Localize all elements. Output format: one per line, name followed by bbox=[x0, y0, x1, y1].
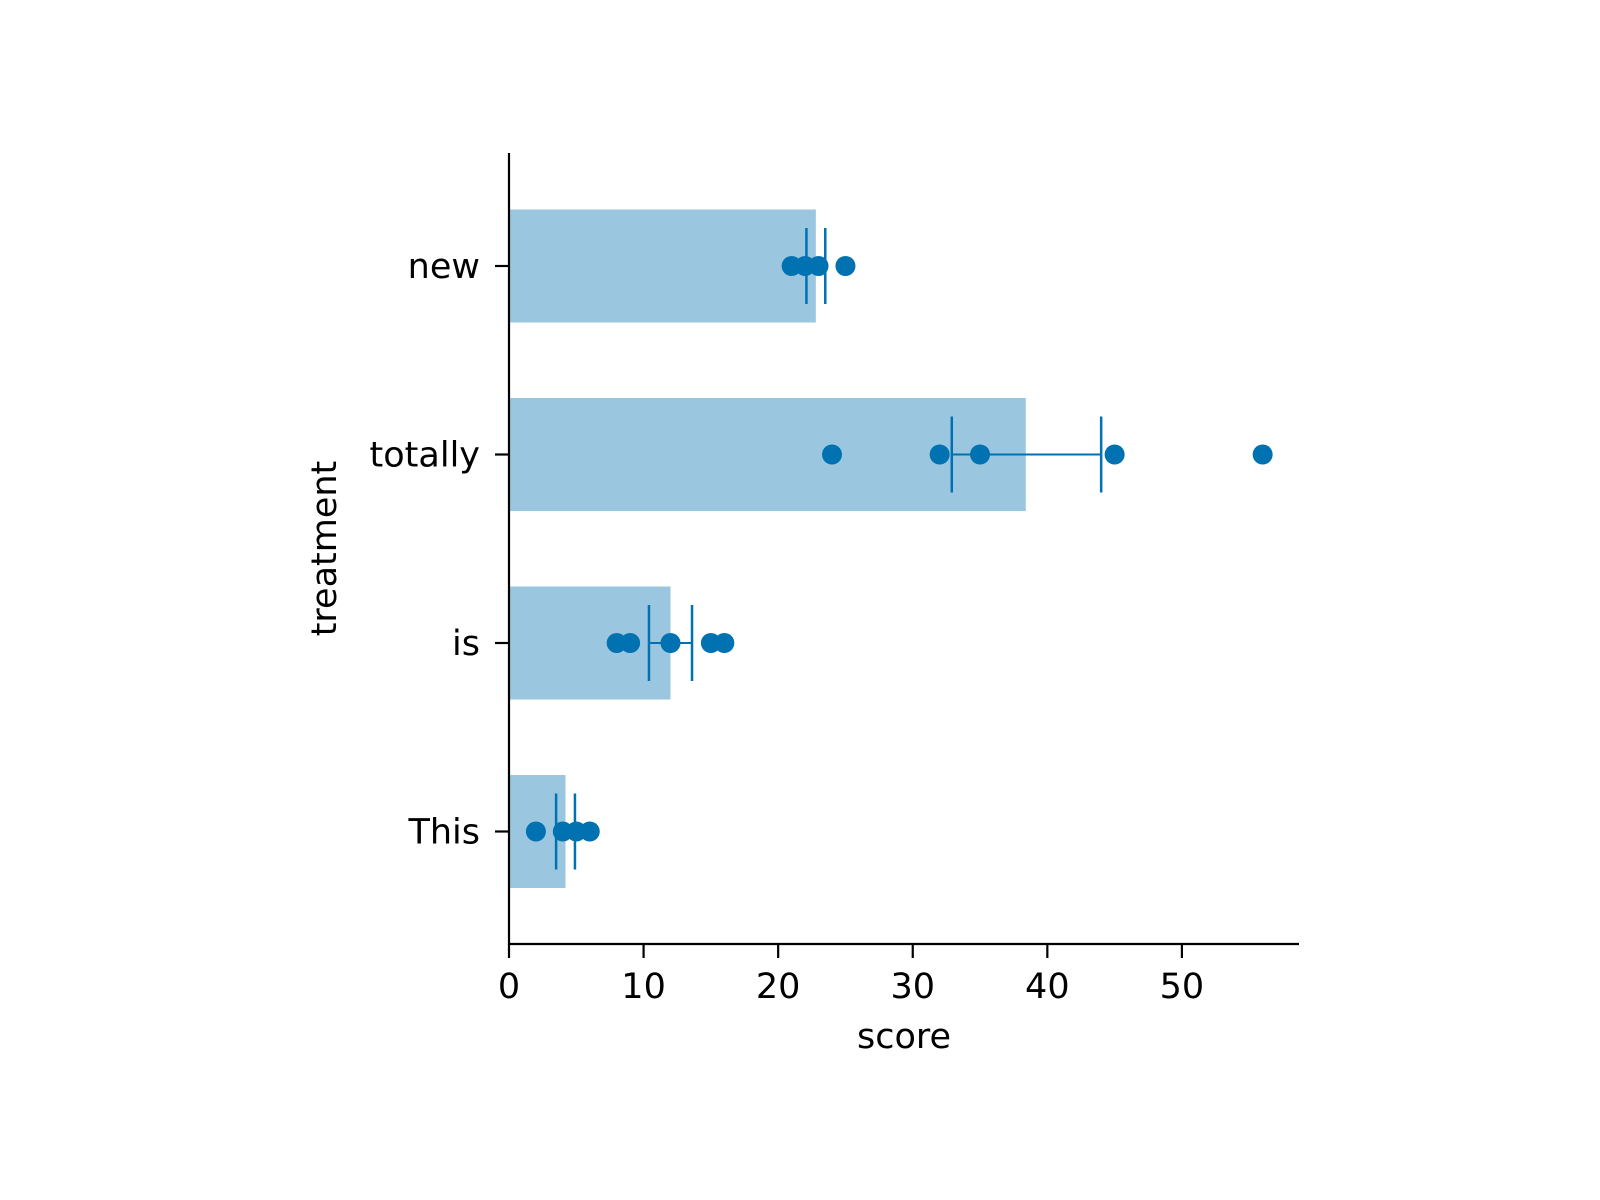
points-layer bbox=[525, 256, 1273, 842]
point-totally-4 bbox=[1252, 444, 1273, 465]
point-totally-3 bbox=[1104, 444, 1125, 465]
x-axis-title: score bbox=[857, 1017, 951, 1057]
y-tick-label-totally: totally bbox=[370, 436, 480, 476]
y-ticks: new totally is This bbox=[370, 247, 509, 853]
point-is-1 bbox=[620, 633, 641, 653]
point-This-3 bbox=[579, 821, 600, 842]
x-tick-label-30: 30 bbox=[890, 967, 935, 1007]
y-tick-label-new: new bbox=[408, 247, 480, 287]
x-tick-label-40: 40 bbox=[1025, 967, 1070, 1007]
x-ticks: 0 10 20 30 40 50 bbox=[498, 944, 1204, 1007]
x-tick-label-0: 0 bbox=[498, 967, 520, 1007]
bars-layer bbox=[509, 209, 1026, 888]
y-tick-label-This: This bbox=[407, 813, 480, 853]
point-totally-2 bbox=[970, 444, 991, 465]
y-tick-label-is: is bbox=[452, 624, 480, 664]
point-totally-1 bbox=[929, 444, 950, 465]
point-totally-0 bbox=[821, 444, 842, 465]
point-is-2 bbox=[660, 633, 681, 653]
point-This-0 bbox=[525, 821, 546, 842]
bar-is bbox=[509, 586, 671, 700]
x-tick-label-10: 10 bbox=[621, 967, 666, 1007]
point-new-2 bbox=[808, 256, 829, 276]
x-tick-label-50: 50 bbox=[1160, 967, 1205, 1007]
bar-new bbox=[509, 209, 816, 323]
point-is-4 bbox=[714, 633, 735, 653]
error-bars-layer bbox=[554, 228, 1103, 870]
point-new-3 bbox=[835, 256, 856, 276]
axes-layer bbox=[507, 153, 1299, 946]
x-tick-label-20: 20 bbox=[756, 967, 801, 1007]
y-axis-title: treatment bbox=[305, 461, 345, 637]
